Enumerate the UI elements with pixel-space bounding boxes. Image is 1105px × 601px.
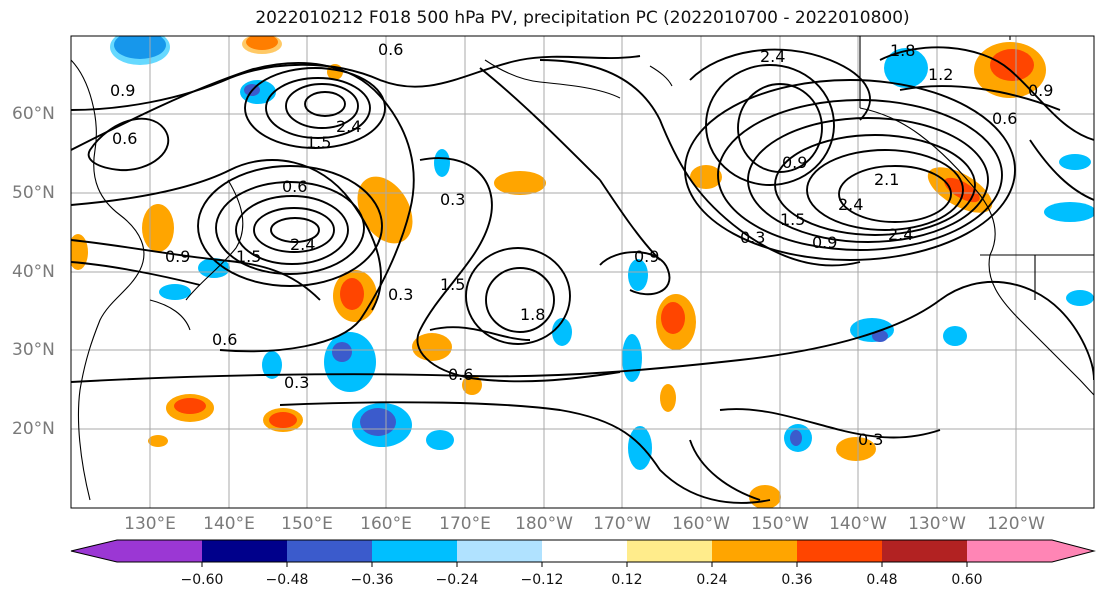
- colorbar-extend-high: [1052, 540, 1094, 562]
- contour-label: 0.9: [634, 247, 659, 266]
- precip-shading: [71, 36, 1094, 508]
- lon-label: 170°E: [439, 514, 491, 534]
- lon-label: 150°W: [751, 514, 809, 534]
- contour-label: 1.5: [236, 247, 261, 266]
- contour-label: 0.9: [1028, 81, 1053, 100]
- contour-label: 0.9: [165, 247, 190, 266]
- colorbar-tick-label: −0.60: [180, 572, 224, 588]
- colorbar-segment: [457, 540, 542, 562]
- lon-label: 140°E: [203, 514, 255, 534]
- contour-label: 0.3: [440, 190, 465, 209]
- contour-label: 1.8: [890, 41, 915, 60]
- contour-label: 0.6: [448, 365, 473, 384]
- pv-contours: [71, 46, 1094, 504]
- colorbar-tick-label: −0.36: [350, 572, 394, 588]
- contour-label: 0.3: [740, 228, 765, 247]
- colorbar: [70, 539, 1096, 567]
- colorbar-segment: [542, 540, 627, 562]
- contour-label: 0.9: [782, 153, 807, 172]
- graticule: [71, 36, 1094, 508]
- contour-label: 1.5: [440, 275, 465, 294]
- contour-label: 2.4: [760, 47, 785, 66]
- contour-label: 0.9: [110, 81, 135, 100]
- contour-labels: 0.6 0.9 0.6 2.4 1.5 0.6 0.9 2.4 1.5 0.3 …: [110, 40, 1053, 449]
- map-title: 2022010212 F018 500 hPa PV, precipitatio…: [255, 8, 910, 28]
- contour-label: 0.3: [284, 373, 309, 392]
- contour-label: 2.4: [336, 117, 361, 136]
- colorbar-segment: [967, 540, 1052, 562]
- colorbar-tick-label: 0.36: [781, 572, 813, 588]
- lon-label: 130°W: [908, 514, 966, 534]
- lat-label: 30°N: [12, 340, 55, 360]
- lon-label: 170°W: [593, 514, 651, 534]
- contour-label: 0.6: [992, 109, 1017, 128]
- colorbar-segment: [627, 540, 712, 562]
- lat-label: 40°N: [12, 262, 55, 282]
- colorbar-tick-label: 0.12: [611, 572, 643, 588]
- colorbar-segment: [712, 540, 797, 562]
- contour-label: 1.8: [520, 305, 545, 324]
- lon-label: 120°W: [987, 514, 1045, 534]
- contour-label: 0.6: [378, 40, 403, 59]
- colorbar-tick-label: 0.24: [696, 572, 728, 588]
- contour-label: 1.5: [780, 210, 805, 229]
- colorbar-segment: [287, 540, 372, 562]
- colorbar-segment: [202, 540, 287, 562]
- contour-label: 0.6: [282, 177, 307, 196]
- lat-label: 60°N: [12, 104, 55, 124]
- lon-label: 150°E: [281, 514, 333, 534]
- contour-label: 0.6: [112, 129, 137, 148]
- contour-label: 0.6: [212, 330, 237, 349]
- colorbar-segment: [372, 540, 457, 562]
- contour-label: 0.3: [388, 285, 413, 304]
- contour-label: 0.9: [812, 233, 837, 252]
- contour-label: 1.5: [306, 133, 331, 152]
- colorbar-segment: [117, 540, 202, 562]
- contour-label: 0.3: [858, 430, 883, 449]
- lon-label: 160°E: [360, 514, 412, 534]
- contour-label: 2.4: [888, 225, 913, 244]
- contour-label: 2.1: [874, 170, 899, 189]
- lon-label: 160°W: [672, 514, 730, 534]
- contour-label: 1.2: [928, 65, 953, 84]
- contour-label: 2.4: [838, 195, 863, 214]
- colorbar-segment: [797, 540, 882, 562]
- colorbar-tick-label: −0.48: [265, 572, 309, 588]
- lat-label: 50°N: [12, 183, 55, 203]
- lat-label: 20°N: [12, 419, 55, 439]
- colorbar-tick-label: −0.12: [520, 572, 564, 588]
- map-frame: [70, 35, 1095, 509]
- colorbar-tick-label: 0.60: [951, 572, 983, 588]
- lon-label: 180°W: [515, 514, 573, 534]
- lon-label: 130°E: [124, 514, 176, 534]
- colorbar-segment: [882, 540, 967, 562]
- colorbar-tick-label: 0.48: [866, 572, 898, 588]
- coastlines: [71, 36, 1094, 501]
- contour-label: 2.4: [290, 235, 315, 254]
- colorbar-tick-label: −0.24: [435, 572, 479, 588]
- lon-label: 140°W: [829, 514, 887, 534]
- colorbar-extend-low: [71, 540, 117, 562]
